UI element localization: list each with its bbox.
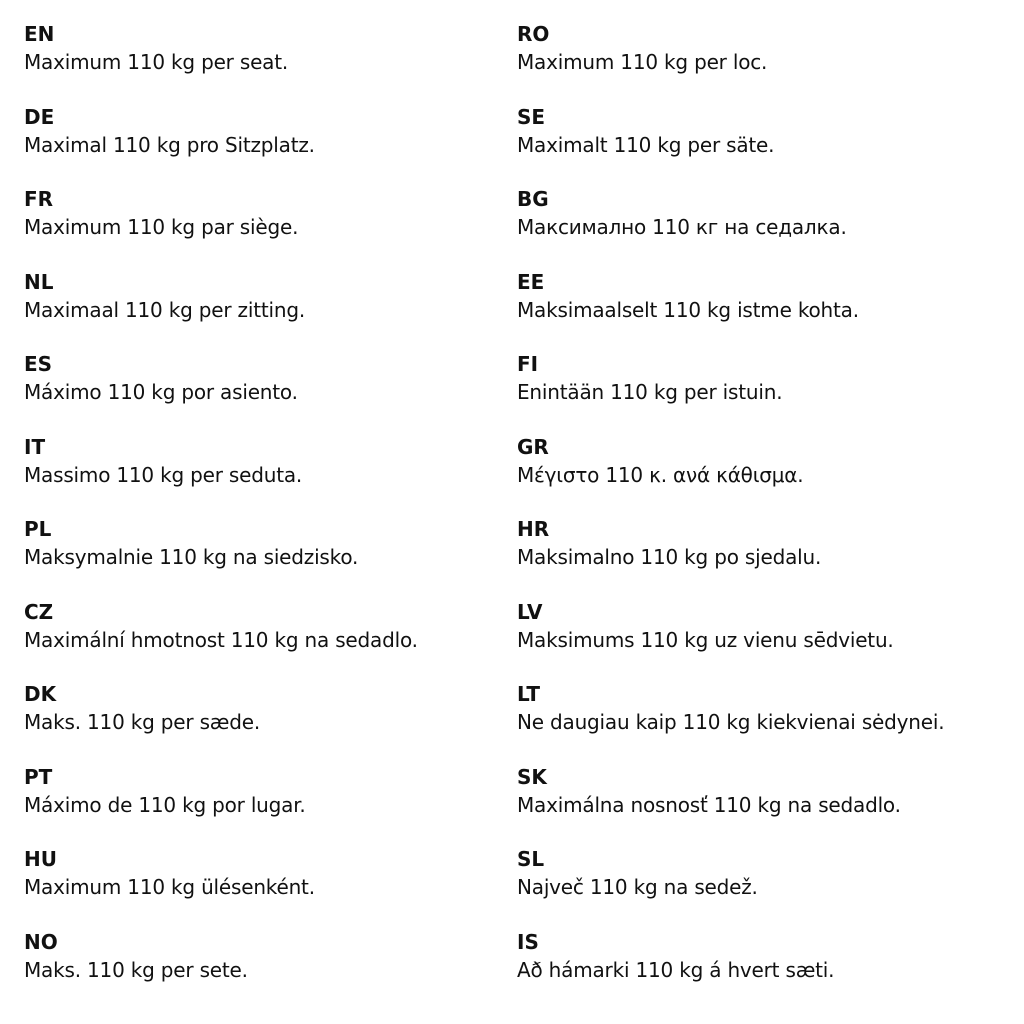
- language-entry: SK Maximálna nosnosť 110 kg na sedadlo.: [517, 763, 944, 846]
- language-code: FR: [24, 187, 54, 211]
- language-entry: LT Ne daugiau kaip 110 kg kiekvienai sėdy…: [517, 680, 945, 763]
- language-code: ES: [24, 352, 53, 376]
- language-entry: FI Enintään 110 kg per istuin.: [517, 350, 944, 433]
- language-code: SK: [517, 764, 547, 789]
- language-code: PL: [24, 517, 52, 541]
- language-entry: EN Maximum 110 kg per seat.: [24, 20, 418, 103]
- language-entry: PL Maksymalnie 110 kg na siedzisko.: [24, 515, 418, 598]
- language-code: NO: [24, 929, 58, 954]
- language-entry: DK Maks. 110 kg per sæde.: [24, 680, 418, 763]
- language-entry: EE Maksimaalselt 110 kg istme kohta.: [517, 268, 944, 351]
- language-code: EN: [24, 22, 55, 46]
- weight-limit-text: Maks. 110 kg per sete.: [24, 957, 248, 982]
- language-entry: BG Максимално 110 кг на седалка.: [517, 185, 944, 268]
- weight-limit-text: Maksimaalselt 110 kg istme kohta.: [517, 297, 859, 322]
- language-code: CZ: [24, 599, 54, 624]
- weight-limit-text: Massimo 110 kg per seduta.: [24, 462, 303, 487]
- weight-limit-text: Maximum 110 kg ülésenként.: [24, 875, 315, 899]
- language-entry: IS Að hámarki 110 kg á hvert sæti.: [517, 928, 944, 1011]
- language-entry: SE Maximalt 110 kg per säte.: [517, 103, 944, 186]
- language-code: DK: [24, 682, 57, 706]
- weight-limit-text: Að hámarki 110 kg á hvert sæti.: [517, 957, 835, 982]
- language-entry: PT Máximo de 110 kg por lugar.: [24, 763, 418, 846]
- weight-limit-text: Μέγιστο 110 κ. ανά κάθισμα.: [517, 462, 804, 487]
- language-entry: HR Maksimalno 110 kg po sjedalu.: [517, 515, 944, 598]
- language-code: DE: [24, 104, 55, 129]
- weight-limit-text: Maximum 110 kg par siège.: [24, 215, 299, 239]
- language-entry: ES Máximo 110 kg por asiento.: [24, 350, 418, 433]
- language-entry: NL Maximaal 110 kg per zitting.: [24, 268, 418, 351]
- language-code: PT: [24, 764, 53, 789]
- language-code: BG: [517, 187, 549, 211]
- language-entry: NO Maks. 110 kg per sete.: [24, 928, 418, 1011]
- weight-limit-text: Maksimums 110 kg uz vienu sēdvietu.: [517, 627, 894, 652]
- weight-limit-text: Največ 110 kg na sedež.: [517, 875, 758, 899]
- language-entry: LV Maksimums 110 kg uz vienu sēdvietu.: [517, 598, 944, 681]
- weight-limit-text: Maksimalno 110 kg po sjedalu.: [517, 545, 822, 569]
- language-entry: CZ Maximální hmotnost 110 kg na sedadlo.: [24, 598, 418, 681]
- language-entry: IT Massimo 110 kg per seduta.: [24, 433, 418, 516]
- weight-limit-text: Максимално 110 кг на седалка.: [517, 215, 847, 239]
- weight-limit-text: Máximo 110 kg por asiento.: [24, 380, 298, 404]
- language-code: HU: [24, 847, 57, 871]
- language-code: NL: [24, 269, 54, 294]
- language-code: LV: [517, 599, 543, 624]
- language-code: RO: [517, 22, 550, 46]
- language-code: SL: [517, 847, 545, 871]
- language-code: SE: [517, 104, 546, 129]
- weight-limit-text: Maximálna nosnosť 110 kg na sedadlo.: [517, 792, 901, 817]
- language-code: HR: [517, 517, 550, 541]
- language-entry: GR Μέγιστο 110 κ. ανά κάθισμα.: [517, 433, 944, 516]
- language-code: EE: [517, 269, 545, 294]
- language-entry: HU Maximum 110 kg ülésenként.: [24, 845, 418, 928]
- weight-limit-text: Máximo de 110 kg por lugar.: [24, 792, 306, 817]
- language-code: FI: [517, 352, 539, 376]
- weight-limit-text: Enintään 110 kg per istuin.: [517, 380, 783, 404]
- weight-limit-text: Maximum 110 kg per seat.: [24, 50, 289, 74]
- weight-limit-text: Maximum 110 kg per loc.: [517, 50, 768, 74]
- language-entry: SL Največ 110 kg na sedež.: [517, 845, 944, 928]
- weight-limit-text: Maksymalnie 110 kg na siedzisko.: [24, 545, 359, 569]
- weight-limit-text: Maximaal 110 kg per zitting.: [24, 297, 305, 322]
- weight-limit-text: Ne daugiau kaip 110 kg kiekvienai sėdyne…: [517, 710, 945, 734]
- language-entry: DE Maximal 110 kg pro Sitzplatz.: [24, 103, 418, 186]
- right-column: RO Maximum 110 kg per loc. SE Maximalt 110 …: [517, 20, 945, 1011]
- weight-limit-text: Maks. 110 kg per sæde.: [24, 710, 260, 734]
- language-code: IT: [24, 434, 46, 459]
- weight-limit-text: Maximal 110 kg pro Sitzplatz.: [24, 132, 315, 157]
- left-column: EN Maximum 110 kg per seat. DE Maximal 110 …: [24, 20, 418, 1010]
- weight-limit-text: Maximální hmotnost 110 kg na sedadlo.: [24, 627, 418, 652]
- language-entry: FR Maximum 110 kg par siège.: [24, 185, 418, 268]
- language-code: GR: [517, 434, 549, 459]
- weight-limit-text: Maximalt 110 kg per säte.: [517, 132, 775, 157]
- language-code: IS: [517, 929, 539, 954]
- language-entry: RO Maximum 110 kg per loc.: [517, 20, 944, 103]
- language-code: LT: [517, 682, 541, 706]
